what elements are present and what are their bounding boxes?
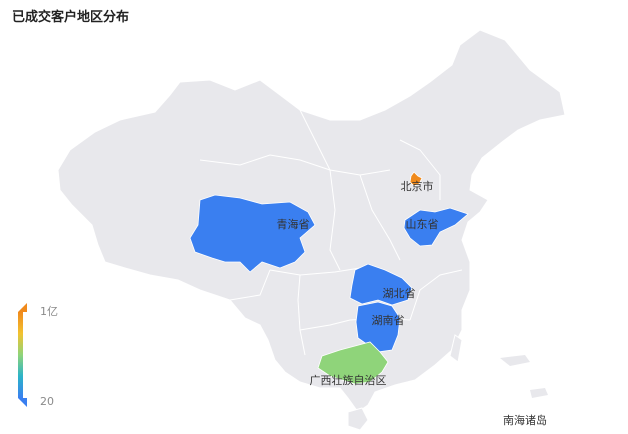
region-hubei[interactable] [349, 263, 413, 306]
legend-min-handle[interactable] [18, 398, 27, 407]
region-hunan[interactable] [355, 301, 401, 353]
legend-max-label: 1亿 [40, 305, 58, 318]
region-beijing[interactable] [409, 171, 423, 187]
label-beijing: 北京市 [401, 179, 434, 193]
region-shandong[interactable] [403, 207, 469, 247]
label-hunan: 湖南省 [372, 314, 405, 327]
legend-max-handle[interactable] [18, 303, 27, 312]
south-sea-islands [500, 355, 530, 366]
chart-title: 已成交客户地区分布 [12, 10, 130, 25]
region-guangxi[interactable] [317, 341, 389, 385]
label-hubei: 湖北省 [383, 287, 416, 300]
visual-map-legend: 1亿 20 [18, 303, 58, 408]
legend-gradient-bar [18, 312, 23, 398]
region-qinghai[interactable] [189, 194, 316, 273]
taiwan-island [449, 334, 463, 363]
label-south-sea: 南海诸岛 [503, 413, 547, 427]
legend-min-label: 20 [40, 395, 54, 408]
label-qinghai: 青海省 [277, 217, 310, 231]
hainan-island [347, 407, 369, 431]
label-guangxi: 广西壮族自治区 [310, 373, 387, 387]
province-borders [199, 109, 463, 356]
label-shandong: 山东省 [406, 218, 439, 231]
south-sea-islands-2 [530, 388, 548, 398]
